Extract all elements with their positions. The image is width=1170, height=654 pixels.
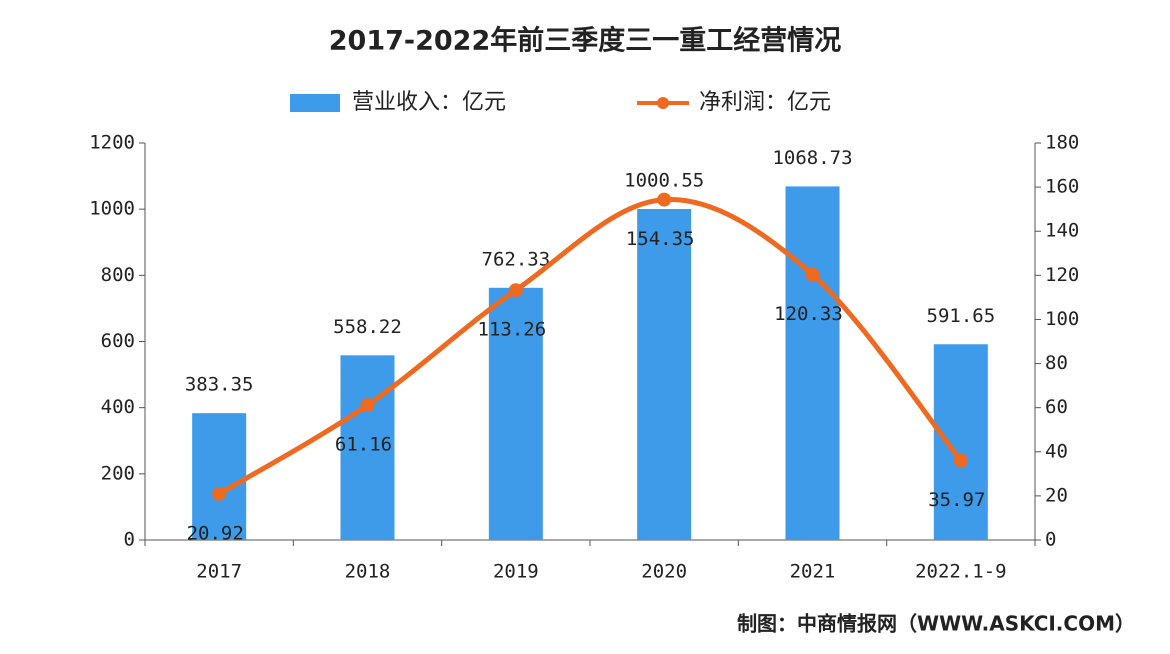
line-marker <box>212 486 227 501</box>
bar <box>192 413 247 540</box>
line-value-label: 154.35 <box>626 228 695 250</box>
bar-value-label: 1000.55 <box>624 169 704 191</box>
y2-tick-label: 140 <box>1045 220 1079 242</box>
line-value-label: 20.92 <box>187 522 244 544</box>
y2-tick-label: 20 <box>1045 484 1068 506</box>
bar <box>785 186 840 540</box>
x-tick-label: 2020 <box>641 561 687 583</box>
legend-marker <box>657 97 669 109</box>
source: 制图：中商情报网（WWW.ASKCI.COM） <box>737 612 1135 636</box>
y2-tick-label: 0 <box>1045 529 1056 551</box>
chart-title: 2017-2022年前三季度三一重工经营情况 <box>329 25 842 57</box>
bar-value-label: 591.65 <box>927 305 996 327</box>
line-marker <box>805 267 820 282</box>
y2-tick-label: 60 <box>1045 396 1068 418</box>
y-tick-label: 800 <box>101 264 135 286</box>
x-tick-label: 2022.1-9 <box>915 561 1007 583</box>
bar <box>340 355 395 540</box>
y-tick-label: 600 <box>101 330 135 352</box>
x-tick-label: 2019 <box>493 561 539 583</box>
bar-value-label: 1068.73 <box>772 147 852 169</box>
y-tick-label: 200 <box>101 462 135 484</box>
legend-label: 营业收入：亿元 <box>352 90 506 115</box>
line-marker <box>657 192 672 207</box>
legend-swatch <box>290 94 340 112</box>
bar <box>637 208 692 540</box>
line-marker <box>508 283 523 298</box>
x-tick-label: 2021 <box>790 561 836 583</box>
y2-tick-label: 160 <box>1045 176 1079 198</box>
line-value-label: 61.16 <box>335 434 392 456</box>
y2-tick-label: 80 <box>1045 352 1068 374</box>
y-tick-label: 1000 <box>89 198 135 220</box>
line-value-label: 35.97 <box>928 489 985 511</box>
line <box>217 197 963 497</box>
bar-value-label: 558.22 <box>333 316 402 338</box>
line-marker <box>953 453 968 468</box>
bar-value-label: 762.33 <box>482 248 551 270</box>
y2-tick-label: 120 <box>1045 264 1079 286</box>
x-tick-label: 2017 <box>196 561 242 583</box>
bar <box>933 344 988 540</box>
line-marker <box>360 398 375 413</box>
y2-tick-label: 180 <box>1045 132 1079 154</box>
line-value-label: 113.26 <box>478 319 547 341</box>
line-value-label: 120.33 <box>774 303 843 325</box>
y-tick-label: 1200 <box>89 132 135 154</box>
y2-tick-label: 40 <box>1045 440 1068 462</box>
y-tick-label: 0 <box>124 529 135 551</box>
y-tick-label: 400 <box>101 396 135 418</box>
bar <box>488 287 543 540</box>
legend-label: 净利润：亿元 <box>699 90 831 115</box>
x-tick-label: 2018 <box>345 561 391 583</box>
bar-value-label: 383.35 <box>185 374 254 396</box>
y2-tick-label: 100 <box>1045 308 1079 330</box>
